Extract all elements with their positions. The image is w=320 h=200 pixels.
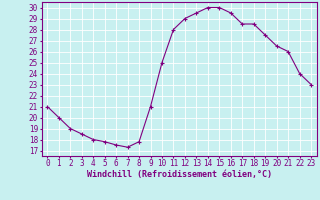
X-axis label: Windchill (Refroidissement éolien,°C): Windchill (Refroidissement éolien,°C) — [87, 170, 272, 179]
